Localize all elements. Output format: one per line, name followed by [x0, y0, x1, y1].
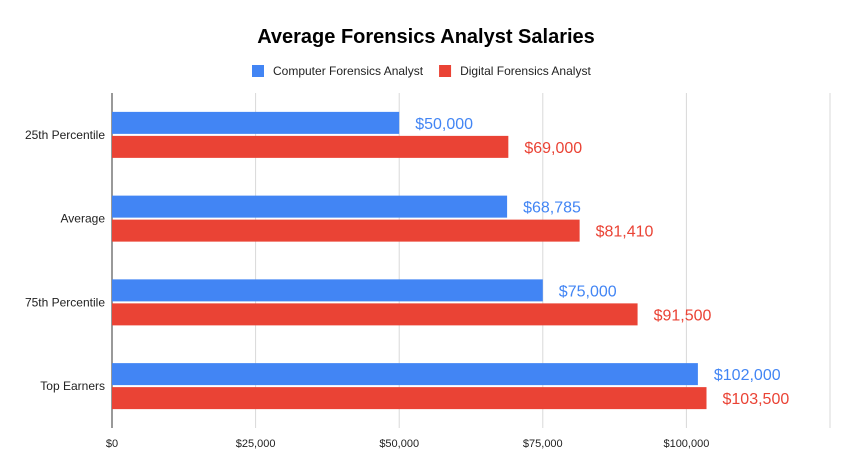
category-label: 75th Percentile — [25, 295, 105, 309]
bar — [112, 303, 638, 326]
bar — [112, 195, 508, 218]
category-labels: 25th Percentile Average 75th Percentile Top… — [25, 128, 105, 393]
x-tick-label: $0 — [106, 438, 118, 450]
x-tick-label: $25,000 — [236, 438, 276, 450]
bar — [112, 219, 580, 242]
category-label: Average — [61, 212, 106, 226]
chart-title: Average Forensics Analyst Salaries — [257, 26, 595, 48]
data-label: $91,500 — [654, 307, 712, 324]
x-tick-label: $50,000 — [379, 438, 419, 450]
legend-label: Digital Forensics Analyst — [460, 64, 591, 78]
category-label: 25th Percentile — [25, 128, 105, 142]
data-label: $75,000 — [559, 283, 617, 300]
data-label: $69,000 — [524, 140, 582, 157]
legend-swatch — [439, 65, 452, 77]
category-label: Top Earners — [40, 379, 105, 393]
data-label: $102,000 — [714, 367, 781, 384]
bar — [112, 111, 400, 134]
bar — [112, 363, 698, 386]
legend-swatch — [252, 65, 264, 77]
data-labels: $50,000 $69,000 $68,785 $81,410 $75,000 $91,5… — [415, 116, 789, 408]
bar — [112, 387, 707, 410]
x-tick-label: $75,000 — [523, 438, 563, 450]
bar — [112, 135, 509, 158]
x-tick-label: $100,000 — [663, 438, 709, 450]
legend-label: Computer Forensics Analyst — [273, 64, 424, 78]
bar — [112, 279, 543, 302]
data-label: $81,410 — [596, 224, 654, 241]
x-tick-labels: $0 $25,000 $50,000 $75,000 $100,000 — [106, 438, 709, 450]
data-label: $50,000 — [415, 116, 473, 133]
data-label: $68,785 — [523, 200, 581, 217]
legend: Computer Forensics Analyst Digital Forens… — [252, 64, 591, 78]
bars — [112, 111, 707, 410]
data-label: $103,500 — [723, 391, 790, 408]
